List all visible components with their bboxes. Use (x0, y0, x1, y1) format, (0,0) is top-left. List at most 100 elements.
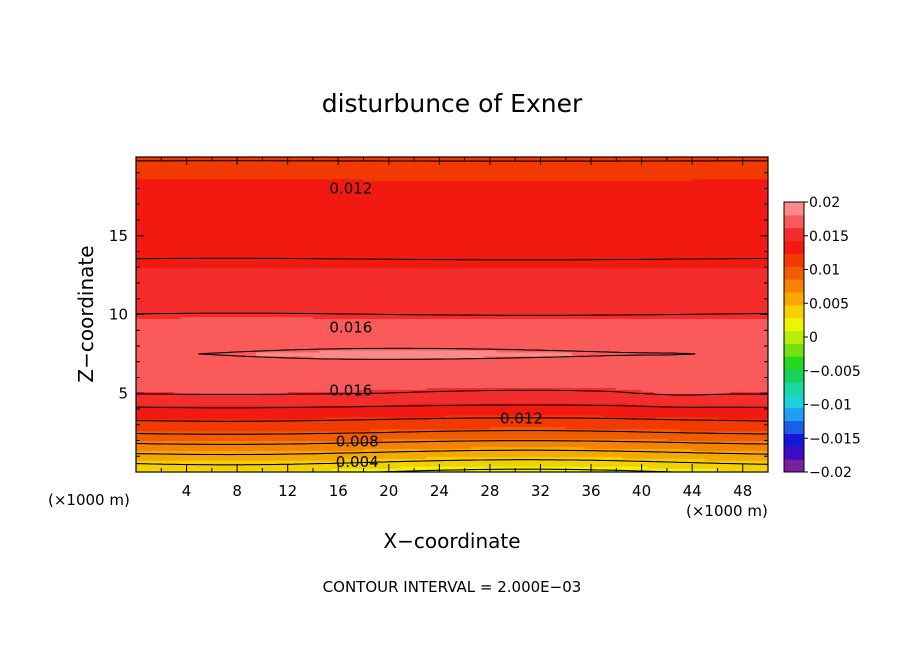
field-cell (192, 330, 200, 333)
field-cell (136, 336, 143, 339)
field-cell (161, 387, 169, 390)
field-cell (192, 395, 200, 398)
field-cell (218, 292, 226, 296)
field-cell (211, 338, 219, 341)
field-cell (224, 286, 232, 290)
field-cell (192, 241, 200, 245)
field-cell (211, 288, 219, 292)
field-cell (173, 351, 181, 355)
field-cell (161, 338, 169, 341)
field-cell (211, 300, 219, 304)
field-cell (192, 410, 200, 414)
field-cell (199, 409, 207, 412)
field-cell (148, 389, 156, 392)
field-cell (199, 395, 207, 398)
field-cell (142, 383, 150, 386)
field-cell (211, 359, 219, 363)
field-cell (136, 198, 143, 201)
field-cell (205, 410, 213, 414)
field-cell (173, 227, 181, 231)
field-cell (148, 269, 156, 272)
field-cell (161, 239, 169, 243)
field-cell (199, 261, 207, 264)
field-cell (211, 330, 219, 333)
field-cell (148, 204, 156, 207)
field-cell (136, 338, 143, 341)
field-cell (180, 436, 188, 440)
field-cell (148, 347, 156, 351)
field-cell (205, 227, 213, 231)
field-cell (161, 292, 169, 296)
field-cell (142, 470, 150, 472)
field-cell (161, 253, 169, 257)
field-cell (180, 176, 188, 180)
field-cell (173, 456, 181, 459)
field-cell (192, 324, 200, 327)
field-cell (205, 237, 213, 241)
field-cell (136, 180, 143, 184)
field-cell (186, 344, 194, 347)
field-cell (167, 397, 175, 400)
field-cell (161, 351, 169, 355)
field-cell (154, 223, 162, 227)
field-cell (136, 355, 143, 359)
field-cell (161, 265, 169, 268)
field-cell (224, 277, 232, 280)
field-cell (199, 202, 207, 205)
field-cell (173, 450, 181, 453)
field-cell (173, 452, 181, 455)
field-cell (180, 385, 188, 388)
field-cell (199, 383, 207, 386)
field-cell (199, 194, 207, 197)
field-cell (218, 389, 226, 392)
field-cell (142, 284, 150, 288)
field-cell (167, 334, 175, 337)
field-cell (218, 361, 226, 365)
field-cell (167, 218, 175, 221)
field-cell (218, 259, 226, 262)
field-cell (180, 269, 188, 272)
field-cell (136, 174, 143, 178)
field-cell (205, 416, 213, 420)
field-cell (148, 430, 156, 434)
field-cell (205, 466, 213, 469)
field-cell (136, 225, 143, 229)
field-cell (224, 371, 232, 375)
field-cell (180, 253, 188, 257)
field-cell (154, 363, 162, 367)
field-cell (161, 212, 169, 215)
field-cell (218, 363, 226, 367)
field-cell (136, 296, 143, 300)
field-cell (148, 190, 156, 194)
field-cell (148, 405, 156, 408)
field-cell (186, 172, 194, 176)
field-cell (136, 194, 143, 197)
field-cell (142, 231, 150, 235)
field-cell (192, 444, 200, 448)
field-cell (218, 284, 226, 288)
field-cell (148, 227, 156, 231)
field-cell (142, 200, 150, 203)
field-cell (148, 336, 156, 339)
field-cell (186, 407, 194, 410)
field-cell (230, 387, 238, 390)
field-cell (224, 210, 232, 213)
field-cell (173, 346, 181, 349)
field-cell (173, 168, 181, 172)
field-cell (148, 349, 156, 353)
field-cell (148, 174, 156, 178)
field-cell (136, 275, 143, 278)
field-cell (167, 180, 175, 184)
field-cell (167, 468, 175, 471)
field-cell (218, 326, 226, 329)
field-cell (167, 275, 175, 278)
field-cell (173, 166, 181, 170)
field-cell (167, 316, 175, 320)
field-cell (224, 198, 232, 201)
field-cell (173, 265, 181, 268)
field-cell (142, 399, 150, 402)
field-cell (211, 284, 219, 288)
field-cell (161, 290, 169, 294)
field-cell (173, 237, 181, 241)
field-cell (167, 409, 175, 412)
